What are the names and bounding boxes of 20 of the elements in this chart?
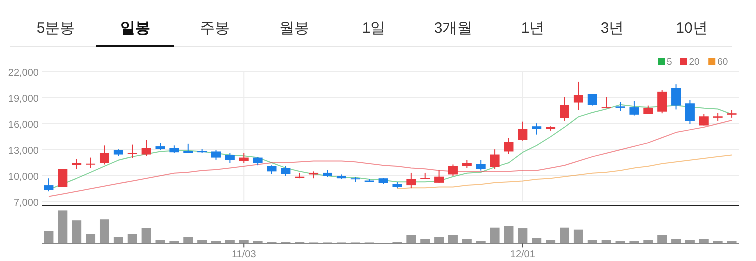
text: 월봉	[280, 20, 310, 37]
text: 10년	[676, 20, 708, 37]
text: 일봉	[120, 20, 150, 37]
text: 3개월	[434, 20, 473, 37]
text: 3년	[600, 20, 624, 37]
text: 1년	[521, 20, 545, 37]
text: 5분봉	[36, 20, 76, 37]
y-tick-label: 16,000	[8, 120, 40, 131]
text: 1일	[362, 20, 386, 37]
y-tick-label: 7,000	[14, 198, 40, 209]
y-tick-label: 19,000	[8, 94, 40, 105]
legend-label: 5	[667, 57, 672, 68]
x-tick-label: 11/03	[232, 250, 257, 261]
text: 주봉	[200, 20, 230, 37]
y-tick-label: 13,000	[8, 146, 40, 157]
y-tick-label: 10,000	[8, 172, 40, 183]
y-tick-label: 22,000	[8, 68, 40, 79]
legend-label: 20	[689, 57, 700, 68]
x-tick-label: 12/01	[510, 250, 536, 261]
legend-label: 60	[718, 57, 728, 68]
